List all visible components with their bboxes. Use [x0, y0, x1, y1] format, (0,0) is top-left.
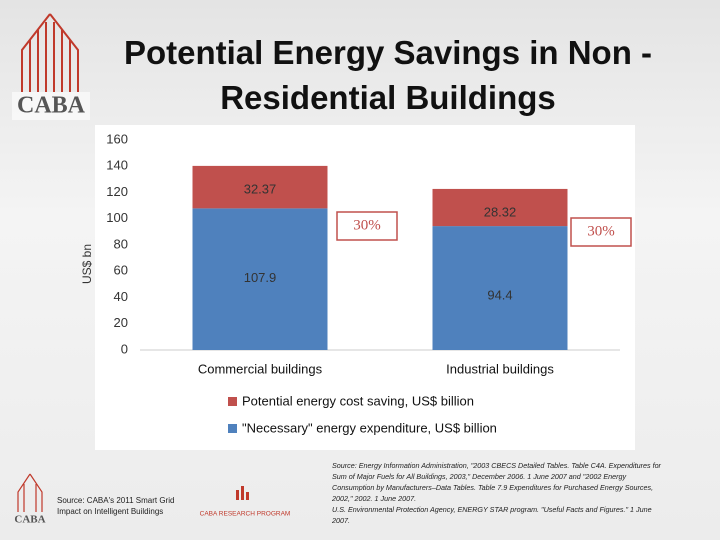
annotation-box	[336, 211, 398, 241]
x-tick-label: Commercial buildings	[198, 361, 323, 376]
program-icon	[236, 486, 249, 500]
value-label: 32.37	[244, 181, 277, 196]
value-label: 107.9	[244, 270, 277, 285]
left-source: Source: CABA's 2011 Smart Grid Impact on…	[57, 496, 175, 516]
footer-logo	[17, 473, 43, 512]
y-tick-label: 20	[114, 315, 128, 330]
bar-segment	[432, 188, 568, 227]
legend-swatch	[228, 397, 237, 406]
y-tick-label: 60	[114, 263, 128, 278]
annotation: 30%	[353, 217, 381, 233]
y-tick-label: 100	[106, 210, 128, 225]
bar-segment	[192, 165, 328, 209]
logo-bg	[12, 92, 90, 120]
footer-logo-text: CABA	[14, 514, 45, 526]
y-tick-label: 140	[106, 158, 128, 173]
legend-label: Potential energy cost saving, US$ billio…	[242, 393, 474, 408]
annotation: 30%	[587, 223, 615, 239]
logo-text: CABA	[17, 93, 86, 119]
y-axis-label: US$ bn	[80, 244, 94, 284]
y-tick-label: 120	[106, 184, 128, 199]
y-tick-label: 80	[114, 236, 128, 251]
legend-label: "Necessary" energy expenditure, US$ bill…	[242, 420, 497, 435]
x-tick-label: Industrial buildings	[446, 361, 554, 376]
right-sources: Source: Energy Information Administratio…	[332, 460, 670, 526]
bar-segment	[192, 208, 328, 350]
y-tick-label: 0	[121, 341, 128, 356]
annotation-box	[570, 217, 632, 247]
slide-title: Potential Energy Savings in Non -Residen…	[123, 34, 653, 116]
source: U.S. Environmental Protection Agency, EN…	[332, 505, 652, 525]
source: Source: Energy Information Administratio…	[332, 461, 661, 503]
y-tick-label: 40	[114, 289, 128, 304]
y-tick-label: 160	[106, 131, 128, 146]
bar-segment	[432, 226, 568, 350]
value-label: 94.4	[487, 288, 512, 303]
legend-swatch	[228, 424, 237, 433]
logo	[21, 13, 79, 92]
value-label: 28.32	[484, 204, 517, 219]
program-text: CABA RESEARCH PROGRAM	[200, 511, 291, 518]
